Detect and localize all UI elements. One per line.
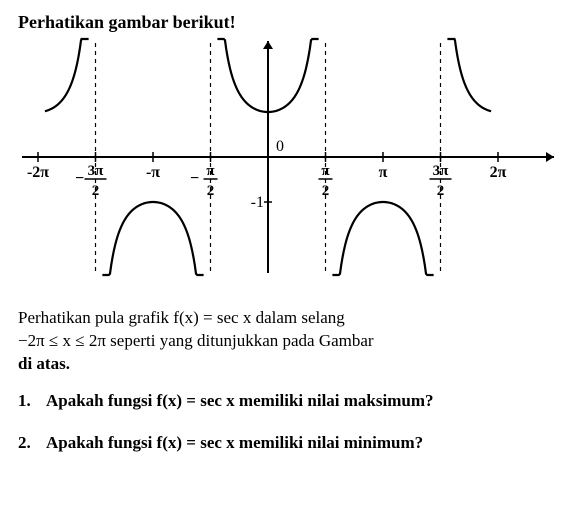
description-paragraph: Perhatikan pula grafik f(x) = sec x dala…	[18, 307, 569, 376]
svg-text:2: 2	[322, 183, 330, 199]
question-1-text: Apakah fungsi f(x) = sec x memiliki nila…	[46, 390, 569, 412]
svg-text:2: 2	[92, 183, 100, 199]
page-title: Perhatikan gambar berikut!	[18, 12, 569, 33]
svg-text:π: π	[206, 163, 215, 179]
svg-text:π: π	[321, 163, 330, 179]
desc-line-3: di atas.	[18, 354, 70, 373]
sec-chart: 0-1-2π−3π2-π−π2π2π3π22π	[18, 37, 558, 277]
svg-text:−: −	[75, 170, 84, 187]
svg-text:3π: 3π	[433, 163, 450, 179]
svg-text:2: 2	[437, 183, 445, 199]
svg-text:3π: 3π	[88, 163, 105, 179]
svg-text:2π: 2π	[490, 164, 507, 181]
svg-text:0: 0	[276, 138, 284, 155]
svg-text:π: π	[379, 164, 388, 181]
svg-text:-1: -1	[251, 194, 264, 211]
question-1-number: 1.	[18, 390, 46, 412]
svg-text:-2π: -2π	[27, 164, 49, 181]
svg-text:2: 2	[207, 183, 215, 199]
desc-line-2: −2π ≤ x ≤ 2π seperti yang ditunjukkan pa…	[18, 331, 374, 350]
svg-text:-π: -π	[146, 164, 160, 181]
sec-chart-svg: 0-1-2π−3π2-π−π2π2π3π22π	[18, 37, 558, 277]
svg-text:−: −	[190, 170, 199, 187]
desc-line-1: Perhatikan pula grafik f(x) = sec x dala…	[18, 308, 345, 327]
question-2: 2. Apakah fungsi f(x) = sec x memiliki n…	[18, 432, 569, 454]
question-1: 1. Apakah fungsi f(x) = sec x memiliki n…	[18, 390, 569, 412]
question-2-number: 2.	[18, 432, 46, 454]
question-2-text: Apakah fungsi f(x) = sec x memiliki nila…	[46, 432, 569, 454]
